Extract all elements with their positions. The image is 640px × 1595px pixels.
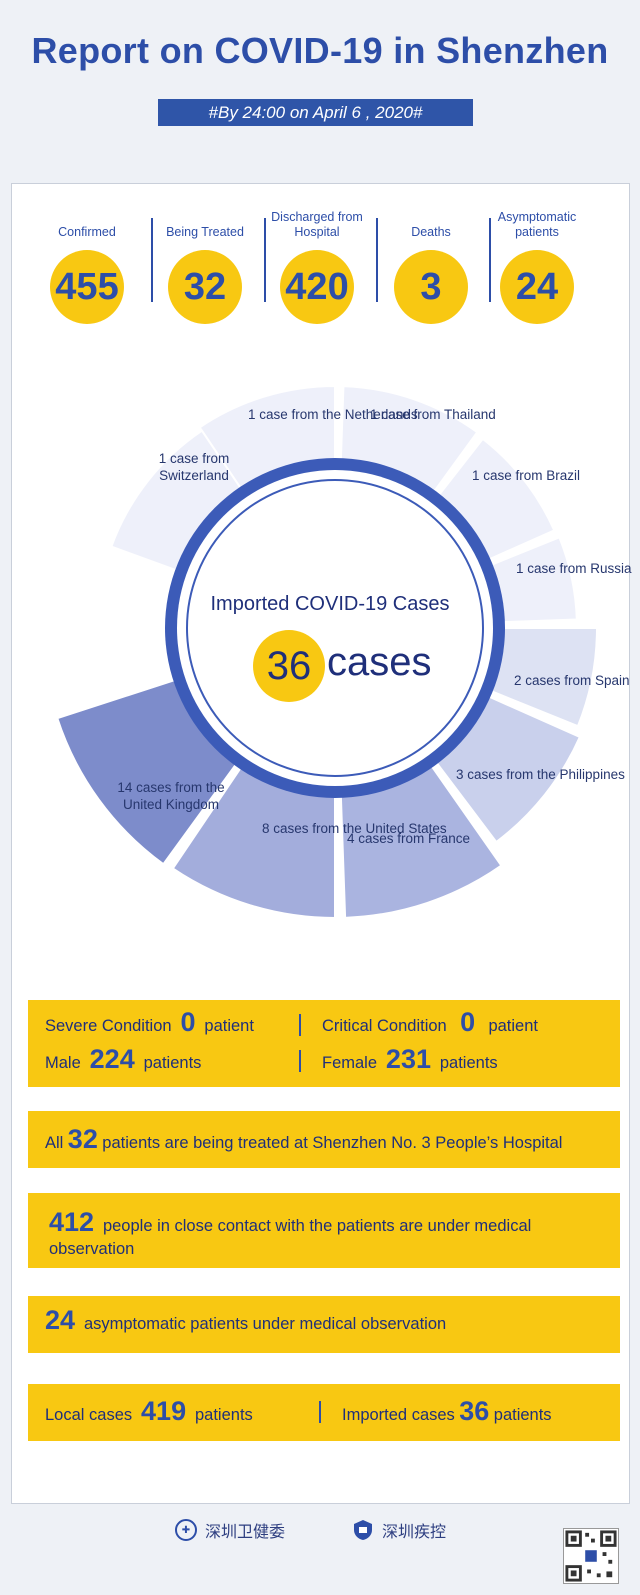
treated-text: patients are being treated at Shenzhen N… bbox=[102, 1134, 563, 1152]
segment-label-switzerland: 1 case from Switzerland bbox=[158, 451, 230, 483]
treated-panel bbox=[28, 1111, 620, 1168]
stat-label: Deaths bbox=[411, 225, 451, 239]
contacts-panel bbox=[28, 1193, 620, 1268]
local-row: Local cases 419 patients bbox=[45, 1396, 253, 1427]
local-value: 419 bbox=[141, 1396, 187, 1426]
footer-org-2: 深圳疾控 bbox=[352, 1518, 446, 1542]
donut-segments bbox=[56, 384, 599, 920]
asymptomatic-value: 24 bbox=[45, 1305, 76, 1335]
segment-label-united-states: 8 cases from the United States bbox=[262, 821, 447, 836]
condition-panel bbox=[28, 1000, 620, 1087]
stat-label: Being Treated bbox=[166, 225, 244, 239]
stat-confirmed: Confirmed 455 bbox=[32, 200, 142, 324]
critical-label: Critical Condition bbox=[322, 1017, 447, 1035]
stat-value: 420 bbox=[280, 250, 354, 324]
severe-row: Severe Condition 0 patient bbox=[45, 1007, 254, 1038]
critical-unit: patient bbox=[488, 1017, 538, 1035]
male-unit: patients bbox=[143, 1054, 202, 1072]
segment-label-thailand: 1 case from Thailand bbox=[370, 407, 496, 422]
stat-discharged: Discharged from Hospital 420 bbox=[262, 200, 372, 324]
local-label: Local cases bbox=[45, 1406, 133, 1424]
condition-divider bbox=[299, 1014, 301, 1036]
segment-label-brazil: 1 case from Brazil bbox=[472, 468, 581, 483]
contacts-text-2: observation bbox=[49, 1240, 135, 1258]
female-row: Female 231 patients bbox=[322, 1044, 498, 1075]
female-label: Female bbox=[322, 1054, 378, 1072]
stat-label: Asymptomatic patients bbox=[497, 210, 577, 239]
stat-value: 3 bbox=[394, 250, 468, 324]
contacts-row-2: observation bbox=[49, 1240, 134, 1259]
critical-value: 0 bbox=[460, 1007, 476, 1037]
org-2-name: 深圳疾控 bbox=[382, 1522, 447, 1541]
stat-asymptomatic: Asymptomatic patients 24 bbox=[482, 200, 592, 324]
health-commission-logo-icon: ✚ bbox=[175, 1519, 197, 1541]
imported-label: Imported cases bbox=[342, 1406, 455, 1424]
stat-label: Discharged from Hospital bbox=[271, 210, 363, 239]
asymptomatic-row: 24 asymptomatic patients under medical o… bbox=[45, 1305, 446, 1336]
cdc-shield-icon bbox=[354, 1520, 372, 1540]
imported-value: 36 bbox=[459, 1396, 490, 1426]
imported-title: Imported COVID-19 Cases bbox=[210, 593, 450, 615]
footer-org-1: ✚ 深圳卫健委 bbox=[175, 1518, 285, 1542]
severe-value: 0 bbox=[180, 1007, 196, 1037]
gender-divider bbox=[299, 1050, 301, 1072]
stat-value: 455 bbox=[50, 250, 124, 324]
asymptomatic-panel bbox=[28, 1296, 620, 1353]
page-title: Report on COVID-19 in Shenzhen bbox=[31, 30, 609, 71]
segment-label-united-kingdom: 14 cases from the United Kingdom bbox=[117, 780, 225, 812]
stat-divider bbox=[264, 218, 266, 302]
treated-value: 32 bbox=[67, 1124, 98, 1154]
treated-row: All 32 patients are being treated at She… bbox=[45, 1124, 562, 1155]
donut-inner-ring bbox=[186, 479, 484, 777]
stat-value: 32 bbox=[168, 250, 242, 324]
treated-pre: All bbox=[45, 1134, 64, 1152]
imported-unit-text: patients bbox=[493, 1406, 552, 1424]
segment-label-france: 4 cases from France bbox=[347, 831, 471, 846]
imported-count: 36 bbox=[253, 630, 325, 702]
severe-label: Severe Condition bbox=[45, 1017, 172, 1035]
stat-divider bbox=[376, 218, 378, 302]
female-unit: patients bbox=[439, 1054, 498, 1072]
contacts-text: people in close contact with the patient… bbox=[102, 1217, 532, 1235]
stat-label: Confirmed bbox=[58, 225, 116, 239]
severe-unit: patient bbox=[204, 1017, 254, 1035]
male-value: 224 bbox=[89, 1044, 135, 1074]
stat-being-treated: Being Treated 32 bbox=[150, 200, 260, 324]
male-label: Male bbox=[45, 1054, 81, 1072]
imported-cases-donut bbox=[56, 384, 599, 920]
local-unit: patients bbox=[194, 1406, 253, 1424]
qr-code-icon[interactable] bbox=[563, 1528, 619, 1584]
critical-row: Critical Condition 0 patient bbox=[322, 1007, 538, 1038]
segment-label-russia: 1 case from Russia bbox=[516, 561, 632, 576]
org-1-name: 深圳卫健委 bbox=[205, 1522, 286, 1541]
imported-row: Imported cases 36 patients bbox=[342, 1396, 552, 1427]
stat-value: 24 bbox=[500, 250, 574, 324]
segment-label-netherlands: 1 case from the Netherlands bbox=[248, 407, 418, 422]
segment-label-philippines: 3 cases from the Philippines bbox=[456, 767, 625, 782]
segment-label-spain: 2 cases from Spain bbox=[514, 673, 630, 688]
stat-divider bbox=[489, 218, 491, 302]
date-banner: #By 24:00 on April 6 , 2020# bbox=[158, 99, 473, 126]
stat-deaths: Deaths 3 bbox=[376, 200, 486, 324]
contacts-row: 412 people in close contact with the pat… bbox=[49, 1207, 531, 1238]
contacts-value: 412 bbox=[49, 1207, 95, 1237]
imported-unit: cases bbox=[327, 640, 432, 684]
origin-divider bbox=[319, 1401, 321, 1423]
stat-divider bbox=[151, 218, 153, 302]
origin-panel bbox=[28, 1384, 620, 1441]
asymptomatic-text: asymptomatic patients under medical obse… bbox=[83, 1315, 447, 1333]
female-value: 231 bbox=[385, 1044, 431, 1074]
male-row: Male 224 patients bbox=[45, 1044, 201, 1075]
donut-inner-white bbox=[177, 470, 493, 786]
